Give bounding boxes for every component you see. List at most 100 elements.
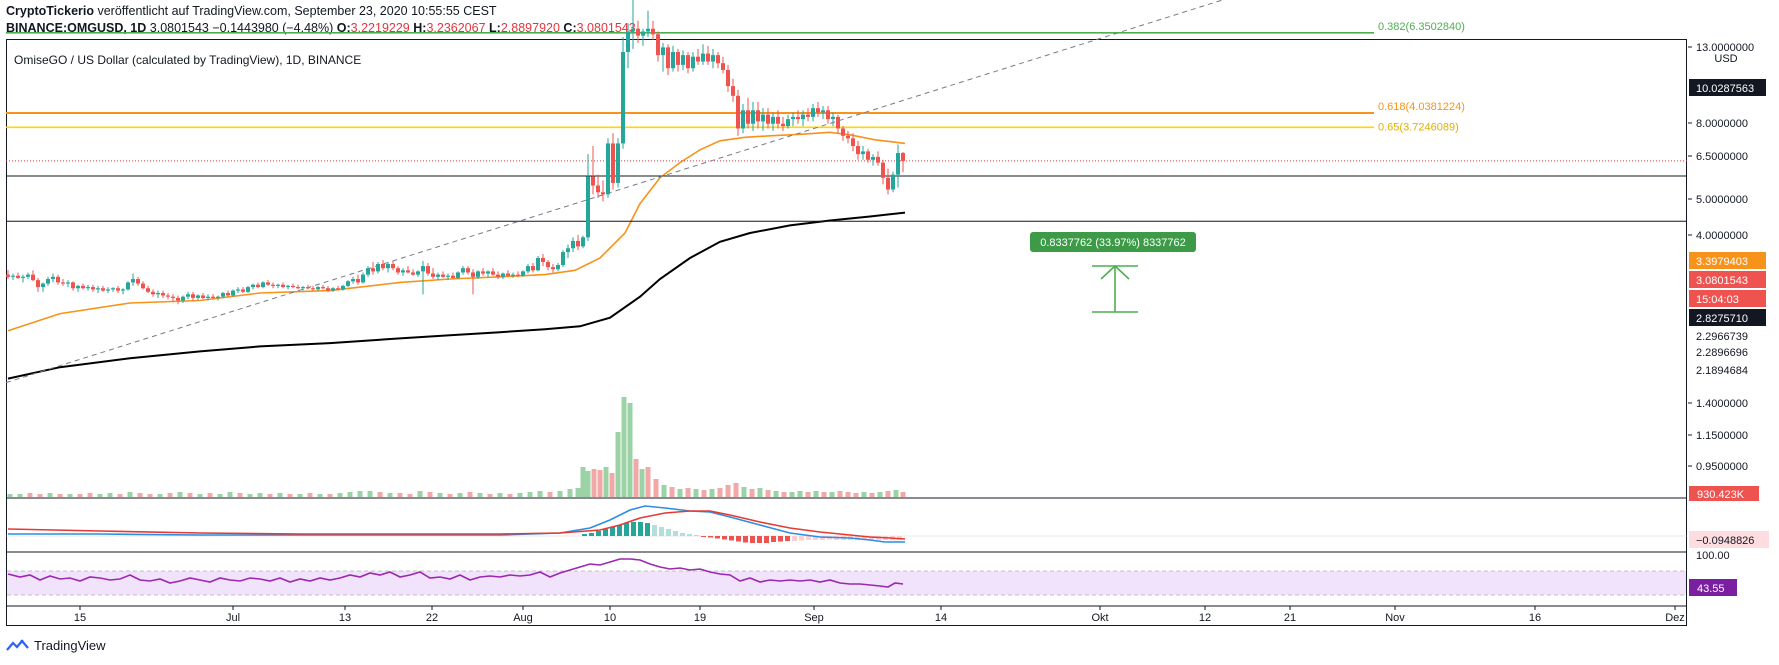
candle-up <box>511 272 515 278</box>
candle-body <box>901 153 905 161</box>
macd-histogram-bar <box>701 536 706 537</box>
volume-bar <box>645 467 651 497</box>
volume-bar <box>853 493 859 497</box>
volume-tag-box <box>1689 486 1759 501</box>
macd-line <box>8 505 905 543</box>
candle-body <box>156 293 160 295</box>
macd-tag-label: −0.0948826 <box>1696 535 1754 547</box>
macd-histogram-bar <box>820 536 825 540</box>
open-label: O: <box>336 21 351 35</box>
price-tag-box <box>1689 309 1766 326</box>
measure-tool[interactable]: 0.8337762 (33.97%) 8337762 <box>1030 232 1196 313</box>
candle-body <box>416 271 420 275</box>
candle-body <box>506 273 510 276</box>
candle-body <box>186 294 190 297</box>
candle-body <box>196 295 200 298</box>
candle-body <box>896 153 900 175</box>
x-tick-label: Jul <box>226 612 240 624</box>
rsi-indicator <box>7 558 904 588</box>
candle-down <box>876 151 880 166</box>
candle-body <box>206 296 210 298</box>
candle-body <box>386 264 390 269</box>
candle-body <box>471 272 475 277</box>
candle-body <box>566 248 570 253</box>
candle-body <box>791 116 795 120</box>
macd-histogram-bar <box>624 523 629 536</box>
candle-body <box>496 274 500 277</box>
candle-body <box>771 116 775 124</box>
footer-brand[interactable]: TradingView <box>34 638 106 653</box>
y-tick-label: 8.0000000 <box>1696 118 1748 130</box>
volume-bar <box>77 494 83 497</box>
volume-bar <box>117 494 123 497</box>
price-axis[interactable]: 13.0000000 8.0000000 6.5000000 5.0000000 4.0… <box>1688 42 1769 596</box>
candle-up <box>331 287 335 292</box>
currency-label: USD <box>1714 53 1737 65</box>
candle-body <box>481 271 485 274</box>
candle-down <box>776 110 780 129</box>
candle-body <box>821 110 825 113</box>
candle-body <box>601 192 605 195</box>
candle-body <box>116 288 120 291</box>
candle-body <box>871 156 875 160</box>
volume-bar <box>207 493 213 497</box>
volume-bar <box>603 467 609 497</box>
macd-histogram-bar <box>582 534 587 536</box>
volume-bar <box>37 494 43 497</box>
candle-body <box>851 138 855 147</box>
macd-histogram-bar <box>729 536 734 541</box>
volume-bar <box>217 494 223 497</box>
x-tick-label: 19 <box>694 612 706 624</box>
x-tick-label: Dez <box>1665 612 1685 624</box>
fib-level-label: 0.618(4.0381224) <box>1378 101 1465 113</box>
macd-tag-box <box>1689 531 1769 548</box>
candle-up <box>501 272 505 280</box>
candle-up <box>446 273 450 281</box>
candle-body <box>51 276 55 280</box>
candle-up <box>111 287 115 292</box>
candle-body <box>461 268 465 273</box>
candle-up <box>571 237 575 253</box>
candle-down <box>846 130 850 144</box>
volume-bar <box>639 469 645 497</box>
candle-body <box>176 297 180 301</box>
candle-body <box>546 261 550 268</box>
macd-histogram-bar <box>799 536 804 541</box>
candle-body <box>661 47 665 56</box>
candle-body <box>406 270 410 273</box>
candle-down <box>826 106 830 124</box>
volume-bar <box>357 491 363 497</box>
candle-body <box>476 271 480 277</box>
candle-down <box>746 97 750 129</box>
rsi-axis-label: 100.00 <box>1696 550 1730 562</box>
publisher-name[interactable]: CryptoTickerio <box>6 4 94 18</box>
y-tick-label: 4.0000000 <box>1696 230 1748 242</box>
candle-body <box>786 119 790 127</box>
volume-bar <box>17 494 23 497</box>
candle-up <box>246 285 250 294</box>
price-tag-box <box>1689 252 1766 269</box>
candle-up <box>791 112 795 127</box>
candle-down <box>551 264 555 273</box>
macd-histogram-bar <box>862 536 867 540</box>
candle-up <box>361 272 365 284</box>
candle-body <box>101 288 105 291</box>
candle-down <box>591 146 595 195</box>
candle-up <box>456 271 460 280</box>
price-tag-label: 15:04:03 <box>1696 294 1739 306</box>
candle-body <box>491 271 495 275</box>
volume-bar <box>575 488 581 497</box>
candle-body <box>371 268 375 272</box>
candle-down <box>706 45 710 65</box>
volume-bar <box>227 492 233 497</box>
volume-bar <box>861 492 867 497</box>
candle-down <box>676 48 680 72</box>
candle-body <box>56 276 60 283</box>
macd-histogram-bar <box>736 536 741 542</box>
candle-body <box>796 116 800 120</box>
time-axis[interactable]: 15 Jul 13 22 Aug 10 19 Sep 14 Okt 12 21 Nov 16 Dez <box>74 606 1685 624</box>
candle-body <box>436 274 440 277</box>
candle-body <box>421 266 425 272</box>
candle-down <box>141 281 145 290</box>
